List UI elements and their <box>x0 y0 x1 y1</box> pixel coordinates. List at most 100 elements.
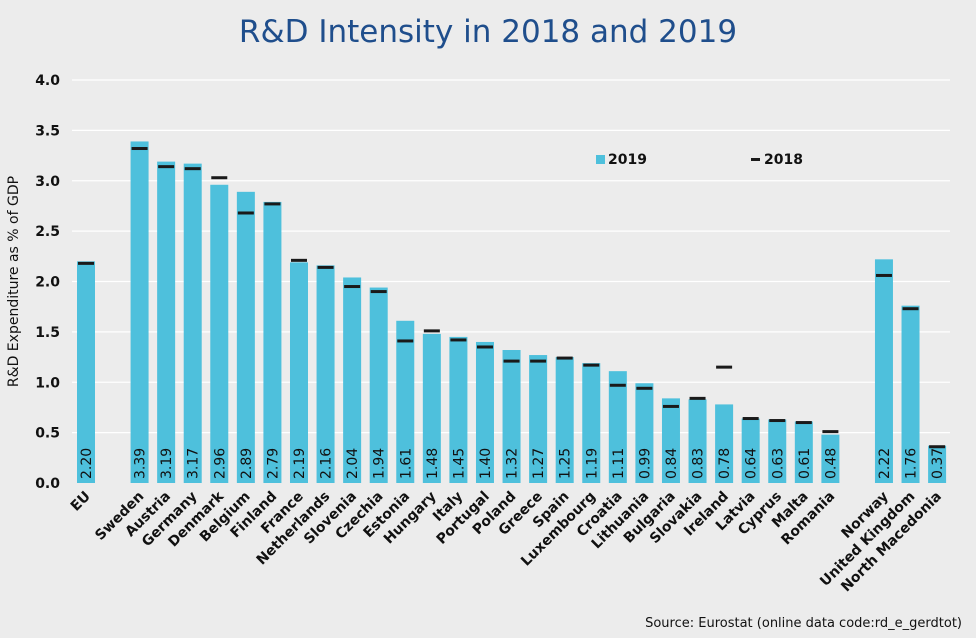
bar-2019 <box>422 333 441 483</box>
y-tick-label: 4.0 <box>35 73 60 89</box>
bar-2019 <box>582 363 601 483</box>
marker-2018 <box>78 261 94 265</box>
bar-2019 <box>608 371 627 483</box>
data-label: 1.48 <box>425 448 441 479</box>
data-label: 2.89 <box>239 448 255 479</box>
data-label: 1.45 <box>451 448 467 479</box>
data-label: 3.17 <box>186 448 202 479</box>
bar-2019 <box>555 357 574 483</box>
bar-2019 <box>928 445 947 483</box>
marker-2018 <box>397 339 414 343</box>
marker-2018 <box>716 365 733 369</box>
data-label: 1.76 <box>904 448 920 479</box>
marker-2018 <box>769 419 786 423</box>
bar-2019 <box>183 163 202 483</box>
bar-2019 <box>475 341 494 483</box>
data-label: 1.11 <box>611 448 627 479</box>
bar-2019 <box>741 418 760 483</box>
data-label: 1.40 <box>478 448 494 479</box>
data-label: 3.39 <box>133 448 149 479</box>
bar-2019 <box>396 320 415 483</box>
y-tick-label: 1.0 <box>35 375 60 391</box>
bar-2019 <box>263 201 282 483</box>
marker-2018 <box>184 167 201 171</box>
marker-2018 <box>450 338 467 342</box>
x-tick-label: EU <box>68 489 94 515</box>
bar-2019 <box>874 259 893 483</box>
data-label: 0.64 <box>744 448 760 479</box>
bar-2019 <box>768 419 787 483</box>
bar-2019 <box>343 277 362 483</box>
bar-2019 <box>794 421 813 483</box>
data-label: 0.61 <box>797 448 813 479</box>
bar-2019 <box>529 355 548 483</box>
y-tick-label: 0.5 <box>35 426 60 442</box>
y-tick-label: 3.0 <box>35 174 60 190</box>
chart-title: R&D Intensity in 2018 and 2019 <box>238 14 738 50</box>
bar-2019 <box>77 261 95 483</box>
y-tick-label: 2.0 <box>35 275 60 291</box>
bar-2019 <box>661 398 680 483</box>
bar-2019 <box>130 141 149 483</box>
bar-2019 <box>236 191 255 483</box>
marker-2018 <box>131 147 148 151</box>
marker-2018 <box>158 165 175 169</box>
marker-2018 <box>423 329 440 333</box>
bar-2019 <box>289 262 308 483</box>
bar-2019 <box>688 399 707 483</box>
marker-2018 <box>609 383 626 387</box>
data-label: 2.16 <box>319 448 335 479</box>
marker-2018 <box>503 359 520 363</box>
legend-swatch-2018 <box>751 158 760 161</box>
marker-2018 <box>556 356 573 360</box>
bar-2019 <box>901 305 920 483</box>
marker-2018 <box>636 386 653 390</box>
marker-2018 <box>264 202 281 206</box>
source-note: Source: Eurostat (online data code:rd_e_… <box>645 616 962 631</box>
marker-2018 <box>875 273 892 277</box>
legend-swatch-2019 <box>596 155 605 164</box>
legend-label-2018: 2018 <box>764 152 803 168</box>
marker-2018 <box>583 363 600 367</box>
marker-2018 <box>742 417 759 421</box>
marker-2018 <box>822 430 839 434</box>
marker-2018 <box>211 176 228 180</box>
y-tick-label: 3.5 <box>35 123 60 139</box>
marker-2018 <box>662 404 679 408</box>
data-label: 0.48 <box>823 448 839 479</box>
bar-2019 <box>821 434 840 483</box>
marker-2018 <box>902 307 919 311</box>
data-label: 1.19 <box>584 448 600 479</box>
y-tick-label: 1.5 <box>35 325 60 341</box>
data-label: 0.63 <box>770 448 786 479</box>
data-label: 2.19 <box>292 448 308 479</box>
data-label: 0.78 <box>717 448 733 479</box>
bar-2019 <box>210 184 229 483</box>
data-label: 1.32 <box>505 448 521 479</box>
data-label: 2.96 <box>212 448 228 479</box>
bar-2019 <box>369 287 388 483</box>
data-label: 2.20 <box>79 448 95 479</box>
marker-2018 <box>237 211 254 215</box>
data-label: 2.04 <box>345 448 361 479</box>
y-tick-label: 2.5 <box>35 224 60 240</box>
bar-2019 <box>316 265 335 483</box>
bar-2019 <box>502 350 521 483</box>
marker-2018 <box>344 285 361 289</box>
legend-label-2019: 2019 <box>608 152 647 168</box>
data-label: 1.25 <box>558 448 574 479</box>
y-axis-label: R&D Expenditure as % of GDP <box>6 176 22 387</box>
marker-2018 <box>317 265 334 269</box>
data-label: 1.61 <box>398 448 414 479</box>
data-label: 2.79 <box>265 448 281 479</box>
bar-2019 <box>157 161 176 484</box>
bar-2019 <box>449 336 468 483</box>
data-label: 0.99 <box>637 448 653 479</box>
y-tick-label: 0.0 <box>35 476 60 492</box>
marker-2018 <box>290 258 307 262</box>
data-label: 2.22 <box>877 448 893 479</box>
marker-2018 <box>476 345 493 349</box>
data-label: 3.19 <box>159 448 175 479</box>
